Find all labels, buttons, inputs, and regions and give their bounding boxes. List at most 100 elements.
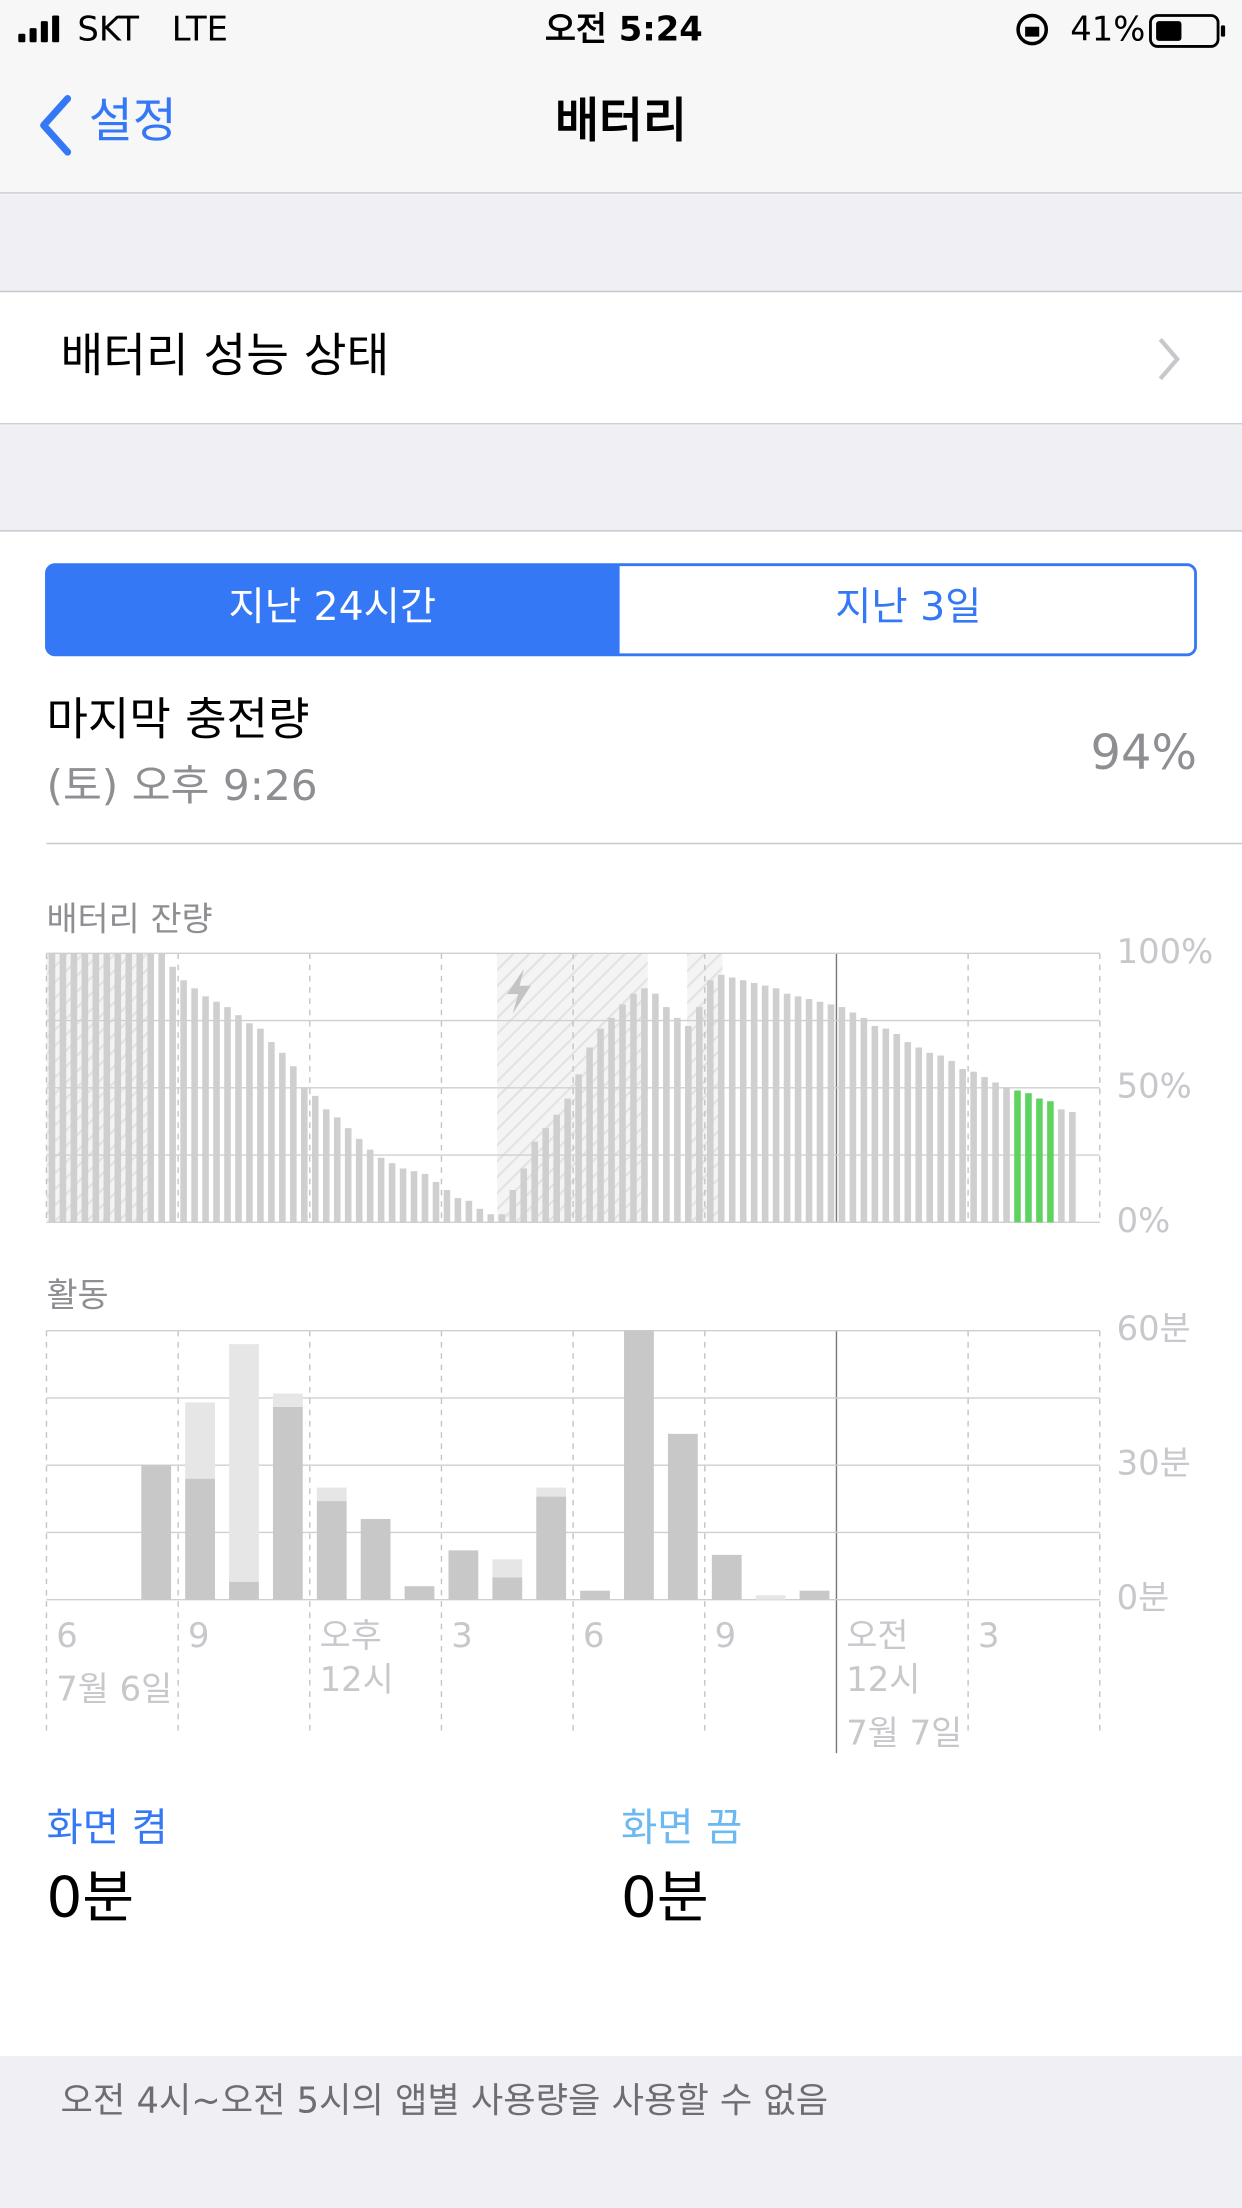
battery-bar (70, 953, 78, 1223)
battery-bar (882, 1028, 890, 1223)
battery-bar (322, 1109, 330, 1223)
battery-bar (1047, 1101, 1054, 1223)
activity-bar (272, 1406, 303, 1600)
screen-off-label: 화면 끔 (621, 1805, 742, 1851)
battery-bar (630, 993, 637, 1223)
activity-bar (755, 1595, 786, 1600)
x-tick-label: 오후 (320, 1616, 382, 1655)
battery-bar (454, 1198, 462, 1223)
battery-bar (553, 1114, 560, 1223)
battery-bar (849, 1012, 857, 1223)
battery-bar (1003, 1087, 1010, 1223)
battery-bar (268, 1042, 275, 1223)
battery-bar (827, 1004, 835, 1223)
section-gap (0, 425, 1242, 531)
battery-bar (520, 1168, 528, 1223)
back-button[interactable]: 설정 (89, 94, 177, 149)
battery-bar (1025, 1093, 1032, 1223)
battery-bar (410, 1171, 418, 1223)
battery-bar (169, 966, 176, 1223)
battery-bar (465, 1200, 473, 1223)
battery-bar (794, 996, 802, 1223)
battery-bar (377, 1157, 385, 1223)
segment-selected[interactable] (46, 564, 620, 655)
battery-bar (860, 1017, 868, 1223)
x-tick-label: 오전 (846, 1616, 908, 1655)
last-charge-time: (토) 오후 9:26 (46, 761, 317, 810)
battery-bar (59, 953, 67, 1223)
activity-bar (580, 1590, 610, 1600)
segment-label[interactable]: 지난 3일 (835, 584, 981, 630)
battery-bar (739, 980, 747, 1223)
segment-label[interactable]: 지난 24시간 (228, 584, 436, 630)
activity-bar (229, 1344, 259, 1582)
battery-bar (311, 1095, 319, 1223)
battery-bar (728, 977, 736, 1223)
x-tick-label: 12시 (846, 1660, 920, 1699)
y-tick-label: 60분 (1117, 1309, 1191, 1348)
activity-bar (536, 1487, 567, 1497)
disclosure-chevron (1158, 337, 1181, 381)
battery-bar (915, 1047, 923, 1223)
battery-bar (366, 1149, 374, 1223)
x-tick-label: 3 (978, 1616, 1000, 1655)
battery-bar (103, 953, 111, 1223)
screen-off-value: 0분 (621, 1866, 709, 1931)
battery-bar (783, 993, 791, 1223)
battery-bar (772, 988, 780, 1223)
battery-bar (652, 993, 659, 1223)
y-tick-label: 30분 (1117, 1444, 1191, 1483)
activity-bar (799, 1590, 830, 1600)
battery-bar (619, 1004, 626, 1223)
battery-bar (246, 1023, 253, 1223)
activity-bar (141, 1465, 172, 1600)
battery-bar (1058, 1109, 1065, 1223)
battery-bar (1036, 1098, 1043, 1223)
footer-bg (0, 2055, 1242, 2208)
battery-bar (542, 1128, 549, 1223)
activity-bar (229, 1581, 259, 1600)
battery-bar (937, 1055, 944, 1223)
battery-bar (290, 1066, 297, 1223)
x-tick-label: 9 (715, 1616, 736, 1655)
battery-bar (750, 982, 758, 1223)
activity-bar (536, 1496, 567, 1600)
activity-bar (667, 1433, 698, 1600)
last-charge-label: 마지막 충전량 (46, 692, 309, 745)
battery-bar (531, 1141, 539, 1223)
section-gap (0, 194, 1242, 292)
battery-bar (761, 985, 769, 1223)
battery-bar (344, 1128, 352, 1223)
battery-bar (487, 1214, 495, 1223)
row-label[interactable]: 배터리 성능 상태 (61, 329, 390, 383)
date-label: 7월 6일 (56, 1670, 172, 1709)
battery-bar (257, 1028, 264, 1223)
battery-bar (125, 953, 133, 1223)
chart-title: 배터리 잔량 (46, 899, 212, 938)
activity-bar (711, 1554, 742, 1600)
activity-bar (185, 1402, 215, 1479)
battery-bar (279, 1052, 286, 1223)
screen-on-label: 화면 켬 (46, 1805, 167, 1851)
battery-bar (224, 1007, 231, 1223)
row[interactable] (0, 291, 1242, 424)
rotation-lock-icon (1016, 13, 1049, 46)
battery-bar (706, 980, 714, 1223)
battery-bar (663, 1007, 670, 1223)
battery-bar (608, 1017, 615, 1223)
battery-bar (92, 953, 100, 1223)
x-tick-label: 6 (56, 1616, 77, 1655)
battery-bar (970, 1071, 977, 1223)
battery-bar (191, 988, 198, 1223)
battery-bar (685, 1025, 692, 1223)
battery-bar (213, 1001, 220, 1223)
activity-bar (448, 1550, 479, 1600)
activity-bar (360, 1518, 391, 1600)
back-chevron[interactable] (40, 95, 72, 156)
x-tick-label: 3 (451, 1616, 473, 1655)
network: LTE (172, 9, 228, 48)
last-charge-value: 94% (1091, 726, 1197, 781)
battery-bar (476, 1208, 484, 1223)
battery-bar (816, 1001, 824, 1223)
battery-bar (301, 1087, 308, 1223)
